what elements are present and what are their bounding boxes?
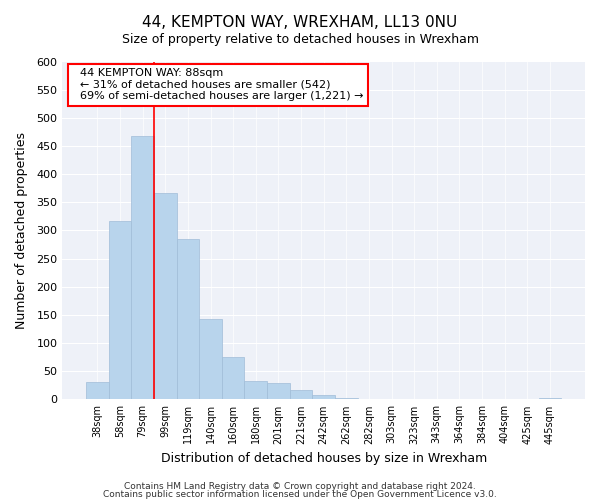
Text: Contains public sector information licensed under the Open Government Licence v3: Contains public sector information licen…: [103, 490, 497, 499]
Bar: [222, 357, 244, 400]
Bar: [380, 399, 403, 400]
Bar: [244, 382, 267, 400]
Y-axis label: Number of detached properties: Number of detached properties: [15, 132, 28, 329]
X-axis label: Distribution of detached houses by size in Wrexham: Distribution of detached houses by size …: [161, 452, 487, 465]
Bar: [267, 383, 290, 400]
Bar: [176, 239, 199, 400]
Bar: [290, 390, 313, 400]
Bar: [154, 192, 176, 400]
Bar: [539, 398, 561, 400]
Text: 44, KEMPTON WAY, WREXHAM, LL13 0NU: 44, KEMPTON WAY, WREXHAM, LL13 0NU: [142, 15, 458, 30]
Bar: [313, 395, 335, 400]
Bar: [131, 136, 154, 400]
Text: 44 KEMPTON WAY: 88sqm
  ← 31% of detached houses are smaller (542)
  69% of semi: 44 KEMPTON WAY: 88sqm ← 31% of detached …: [73, 68, 363, 102]
Bar: [86, 382, 109, 400]
Bar: [358, 399, 380, 400]
Bar: [109, 222, 131, 400]
Bar: [199, 320, 222, 400]
Text: Size of property relative to detached houses in Wrexham: Size of property relative to detached ho…: [121, 32, 479, 46]
Bar: [335, 398, 358, 400]
Text: Contains HM Land Registry data © Crown copyright and database right 2024.: Contains HM Land Registry data © Crown c…: [124, 482, 476, 491]
